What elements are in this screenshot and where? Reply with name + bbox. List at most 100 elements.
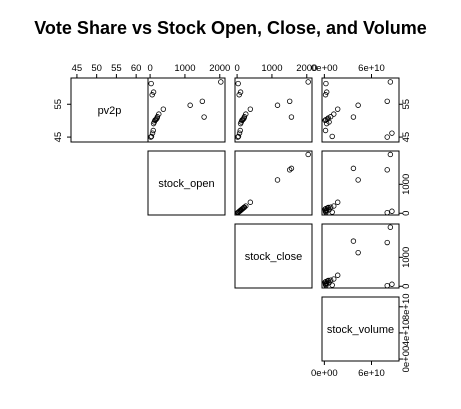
panel-box	[321, 77, 400, 143]
tick-label: 6e+10	[358, 63, 385, 74]
data-point	[325, 204, 331, 211]
tick-label: 55	[401, 99, 412, 110]
data-point	[323, 282, 329, 289]
data-point	[152, 116, 159, 123]
data-point	[236, 208, 242, 215]
tick-label: 1000	[261, 63, 282, 74]
data-point	[323, 80, 329, 87]
data-point	[247, 199, 254, 205]
data-point	[149, 92, 155, 98]
tick-label: 2000	[209, 63, 230, 74]
tick-label: 0e+00	[401, 346, 412, 373]
data-point	[324, 89, 330, 95]
tick-label: 45	[401, 132, 412, 143]
variable-label: stock_close	[245, 251, 302, 263]
tick-label: 0	[401, 284, 412, 289]
data-point	[355, 177, 361, 183]
data-point	[350, 114, 357, 120]
data-point	[335, 106, 341, 112]
panel-box	[147, 150, 226, 216]
data-point	[235, 80, 241, 87]
data-point	[235, 133, 242, 140]
data-point	[389, 130, 395, 136]
tick-label: 0e+00	[311, 368, 338, 379]
data-point	[389, 281, 395, 287]
data-point	[287, 167, 293, 173]
data-point	[329, 209, 335, 215]
data-point	[384, 209, 390, 216]
data-point	[235, 209, 241, 216]
tick-label: 45	[72, 63, 83, 74]
tick-label: 0	[401, 211, 412, 216]
tick-label: 8e+10	[401, 293, 412, 320]
tick-label: 60	[131, 63, 142, 74]
panel-box	[234, 223, 313, 289]
data-point	[335, 272, 341, 278]
panel-box	[321, 150, 400, 216]
data-point	[237, 127, 243, 134]
data-point	[327, 277, 334, 283]
data-point	[329, 282, 335, 288]
data-point	[247, 106, 254, 112]
data-point	[154, 114, 161, 120]
panel-box	[147, 77, 226, 143]
tick-label: 6e+10	[358, 368, 385, 379]
data-point	[156, 111, 162, 117]
data-point	[355, 102, 361, 108]
data-point	[327, 204, 334, 210]
variable-label: stock_open	[158, 178, 214, 190]
tick-label: 1000	[401, 174, 412, 195]
tick-label: 45	[53, 132, 64, 143]
data-point	[239, 116, 246, 123]
data-point	[325, 277, 331, 284]
panel-box	[234, 77, 313, 143]
data-point	[331, 111, 337, 117]
data-point	[322, 127, 329, 134]
data-point	[150, 89, 157, 95]
data-point	[201, 114, 207, 120]
data-point	[350, 238, 357, 244]
data-point	[331, 203, 337, 209]
data-point	[322, 92, 329, 98]
tick-label: 1000	[174, 63, 195, 74]
data-point	[288, 165, 295, 172]
data-point	[384, 167, 390, 173]
tick-label: 4e+10	[401, 320, 412, 347]
data-point	[305, 79, 311, 85]
data-point	[237, 89, 244, 95]
tick-label: 1000	[401, 247, 412, 268]
data-point	[387, 151, 394, 158]
data-point	[243, 111, 249, 117]
data-point	[384, 282, 390, 289]
data-point	[305, 151, 311, 158]
data-point	[387, 79, 394, 85]
data-point	[387, 224, 394, 230]
data-point	[329, 133, 335, 140]
panel-box	[234, 150, 313, 216]
tick-label: 50	[91, 63, 102, 74]
data-point	[199, 98, 206, 104]
tick-label: 2000	[296, 63, 317, 74]
chart-title: Vote Share vs Stock Open, Close, and Vol…	[34, 18, 427, 38]
data-point	[323, 209, 329, 216]
data-point	[150, 127, 156, 134]
data-point	[241, 204, 248, 210]
tick-label: 55	[53, 99, 64, 110]
data-point	[187, 102, 193, 108]
data-point	[148, 80, 154, 87]
panel-box	[321, 296, 400, 362]
data-point	[149, 130, 156, 136]
data-point	[331, 276, 337, 282]
data-point	[148, 133, 155, 140]
data-point	[384, 239, 390, 246]
data-point	[274, 177, 281, 183]
data-point	[288, 114, 295, 120]
tick-label: 0	[234, 63, 239, 74]
data-point	[355, 249, 361, 256]
data-point	[243, 203, 249, 209]
data-point	[287, 98, 293, 104]
data-point	[384, 134, 390, 140]
tick-label: 55	[111, 63, 122, 74]
data-point	[241, 114, 248, 120]
